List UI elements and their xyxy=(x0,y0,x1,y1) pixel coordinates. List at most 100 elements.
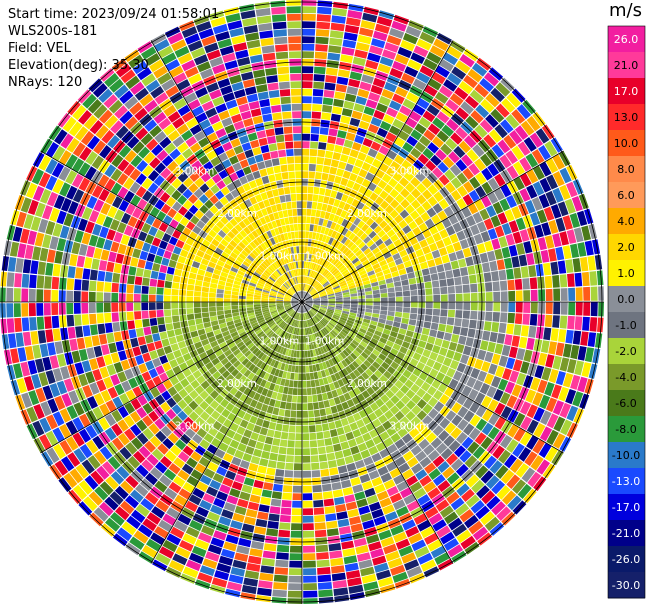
range-gate xyxy=(522,99,536,115)
range-gate xyxy=(193,199,204,209)
range-gate xyxy=(363,262,372,270)
range-gate xyxy=(281,500,292,508)
range-gate xyxy=(320,329,326,337)
range-gate xyxy=(357,252,366,260)
range-gate xyxy=(259,321,267,327)
range-gate xyxy=(244,235,252,244)
range-gate xyxy=(315,36,329,45)
range-gate xyxy=(152,357,162,368)
range-gate xyxy=(369,45,384,56)
range-gate xyxy=(382,49,397,60)
range-gate xyxy=(44,316,52,329)
range-gate xyxy=(362,432,372,442)
range-gate xyxy=(138,445,151,459)
range-gate xyxy=(255,8,271,17)
range-gate xyxy=(538,442,552,458)
range-gate xyxy=(52,179,64,194)
range-gate xyxy=(303,305,306,313)
range-gate xyxy=(312,394,318,403)
range-gate xyxy=(316,202,323,210)
range-gate xyxy=(420,381,431,392)
range-gate xyxy=(422,392,432,403)
range-gate xyxy=(224,313,233,319)
range-gate xyxy=(246,302,254,305)
range-gate xyxy=(229,387,238,396)
range-gate xyxy=(324,283,331,289)
range-gate xyxy=(475,465,489,479)
range-gate xyxy=(260,322,268,329)
range-gate xyxy=(256,210,264,219)
range-gate xyxy=(284,305,292,309)
range-gate xyxy=(190,451,202,462)
range-gate xyxy=(32,185,45,202)
range-gate xyxy=(124,368,134,380)
range-gate xyxy=(507,424,520,438)
range-gate xyxy=(589,317,598,332)
range-gate xyxy=(354,238,363,246)
range-gate xyxy=(305,304,311,309)
range-gate xyxy=(337,69,350,78)
range-gate xyxy=(275,317,282,323)
range-gate xyxy=(271,104,282,113)
range-gate xyxy=(91,155,104,170)
range-gate xyxy=(119,446,132,460)
range-gate xyxy=(473,233,484,245)
ring-label: 2.00km xyxy=(347,208,387,220)
range-gate xyxy=(324,235,331,244)
range-gate xyxy=(254,154,264,163)
range-gate xyxy=(520,325,529,337)
range-gate xyxy=(487,163,500,177)
range-gate xyxy=(560,302,568,315)
range-gate xyxy=(369,221,379,230)
range-gate xyxy=(300,291,302,298)
range-gate xyxy=(156,295,164,302)
range-gate xyxy=(334,310,342,315)
range-gate xyxy=(417,255,427,264)
range-gate xyxy=(464,455,478,468)
range-gate xyxy=(334,309,342,313)
range-gate xyxy=(210,16,226,28)
range-gate xyxy=(211,238,220,247)
range-gate xyxy=(307,319,312,327)
range-gate xyxy=(403,307,411,313)
range-gate xyxy=(395,400,406,410)
range-gate xyxy=(279,250,285,258)
range-gate xyxy=(310,141,319,149)
range-gate xyxy=(302,373,307,381)
range-gate xyxy=(399,416,410,427)
range-gate xyxy=(367,148,378,158)
range-gate xyxy=(320,259,326,266)
range-gate xyxy=(530,289,538,301)
range-gate xyxy=(291,311,296,318)
range-gate xyxy=(291,303,299,306)
range-gate xyxy=(154,131,167,143)
range-gate xyxy=(351,165,361,175)
range-gate xyxy=(251,212,259,221)
range-gate xyxy=(251,374,259,383)
range-gate xyxy=(182,566,199,579)
range-gate xyxy=(355,334,364,341)
range-gate xyxy=(355,175,365,185)
range-gate xyxy=(268,421,277,430)
range-gate xyxy=(229,439,240,449)
range-gate xyxy=(540,249,550,263)
range-gate xyxy=(341,218,349,227)
range-gate xyxy=(465,494,480,508)
range-gate xyxy=(302,96,312,104)
range-gate xyxy=(204,234,214,243)
range-gate xyxy=(369,192,379,202)
range-gate xyxy=(471,479,485,494)
range-gate xyxy=(239,419,249,429)
range-gate xyxy=(79,413,91,428)
range-gate xyxy=(146,342,156,352)
range-gate xyxy=(474,199,485,211)
range-gate xyxy=(432,287,440,295)
range-gate xyxy=(420,334,429,342)
range-gate xyxy=(302,508,314,516)
range-gate xyxy=(303,292,307,299)
range-gate xyxy=(339,154,349,163)
range-gate xyxy=(255,401,263,411)
range-gate xyxy=(219,196,229,206)
range-gate xyxy=(349,149,359,158)
range-gate xyxy=(163,379,173,390)
